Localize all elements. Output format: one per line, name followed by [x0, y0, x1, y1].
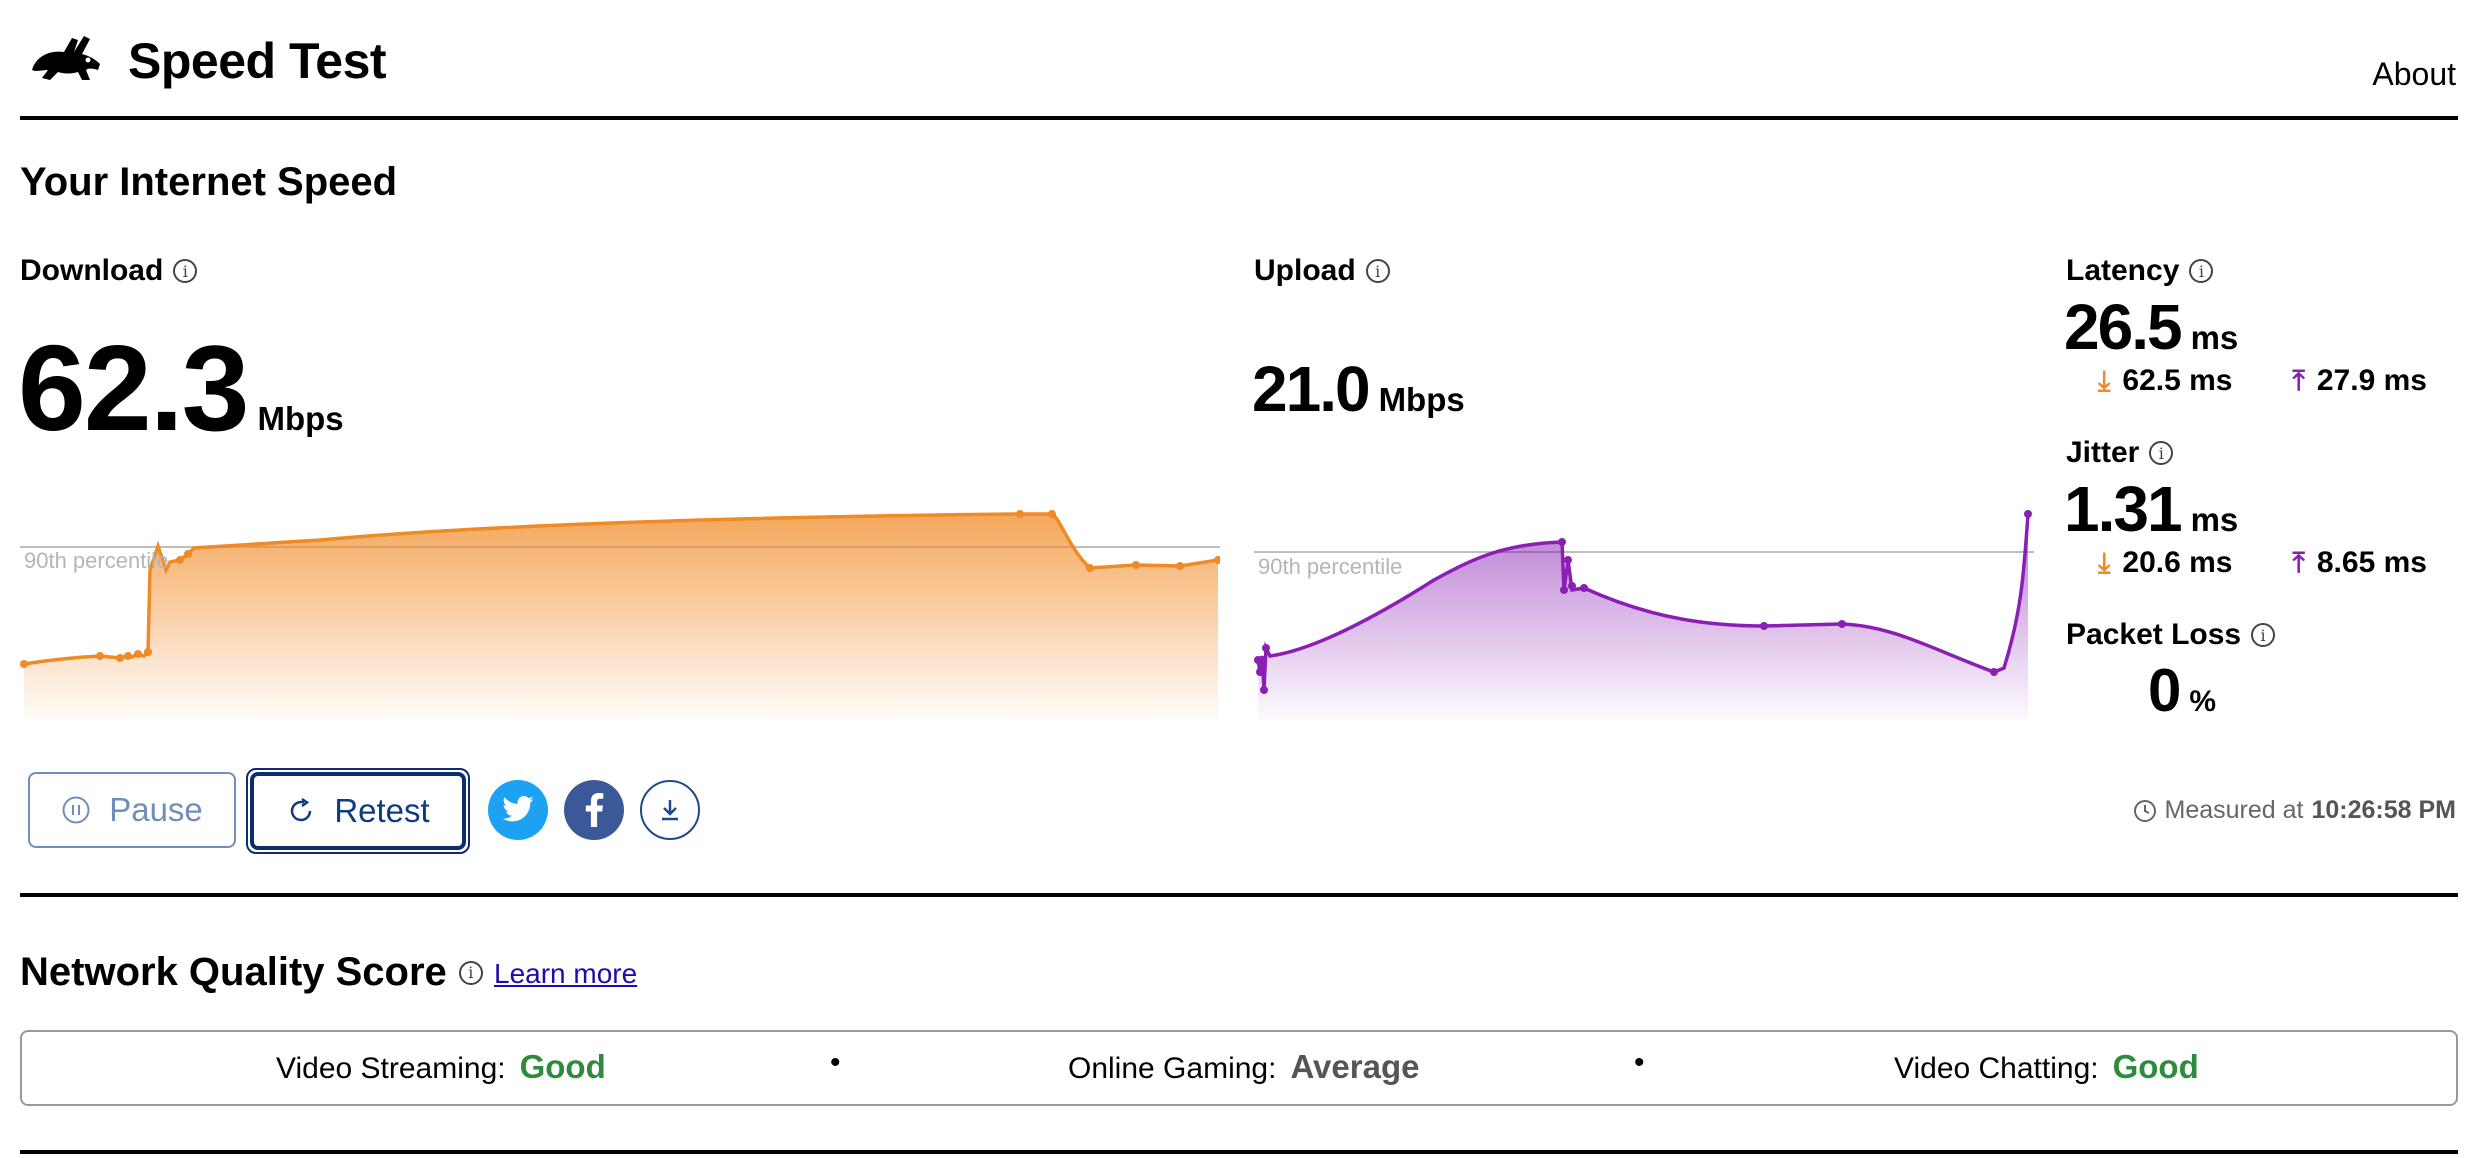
info-icon[interactable]: i — [2251, 623, 2276, 647]
info-icon[interactable]: i — [1365, 259, 1390, 283]
score-value: Good — [2112, 1048, 2199, 1085]
score-label: Online Gaming: — [1068, 1052, 1277, 1085]
video-streaming-score: Video Streaming: Good — [276, 1048, 606, 1086]
download-percentile-label: 90th percentile — [24, 548, 168, 573]
section-divider — [20, 893, 2458, 897]
separator-dot: • — [830, 1046, 841, 1079]
score-value: Average — [1290, 1048, 1420, 1085]
latency-value-group: 26.5 ms — [2064, 290, 2238, 364]
network-quality-title: Network Quality Score i — [20, 950, 483, 995]
refresh-icon — [291, 797, 312, 822]
jitter-down-value: 20.6 ms — [2122, 546, 2233, 579]
download-unit: Mbps — [257, 400, 344, 437]
twitter-icon — [502, 796, 534, 822]
download-label: Download i — [20, 254, 198, 288]
latency-up-value: 27.9 ms — [2316, 364, 2427, 397]
upload-unit: Mbps — [1378, 381, 1465, 418]
clock-icon — [2133, 799, 2156, 822]
about-link[interactable]: About — [2372, 56, 2456, 92]
info-icon[interactable]: i — [2189, 259, 2214, 283]
separator-dot: • — [1634, 1046, 1645, 1079]
measured-prefix: Measured at — [2164, 796, 2304, 824]
download-value-group: 62.3 Mbps — [18, 318, 344, 458]
score-value: Good — [519, 1048, 606, 1085]
score-label: Video Streaming: — [276, 1052, 506, 1085]
info-icon[interactable]: i — [2149, 441, 2174, 465]
footer-divider — [20, 1150, 2458, 1154]
measured-at: Measured at 10:26:58 PM — [2133, 796, 2456, 825]
upload-value-group: 21.0 Mbps — [1252, 352, 1465, 426]
upload-value: 21.0 — [1252, 353, 1371, 425]
section-title: Your Internet Speed — [20, 160, 398, 204]
retest-focus-ring — [246, 768, 470, 854]
upload-label: Upload i — [1254, 254, 1390, 288]
rabbit-logo-icon — [32, 36, 100, 80]
download-label-text: Download — [20, 254, 164, 287]
jitter-unit: ms — [2190, 501, 2239, 538]
facebook-share-button[interactable] — [564, 780, 624, 840]
learn-more-link[interactable]: Learn more — [494, 958, 638, 989]
latency-down-value: 62.5 ms — [2122, 364, 2233, 397]
jitter-value: 1.31 — [2064, 473, 2183, 545]
header-divider — [20, 116, 2458, 120]
packet-loss-value-group: 0 % — [2148, 656, 2216, 725]
info-icon[interactable]: i — [458, 960, 483, 985]
latency-breakdown: ⤓ 62.5 ms ⤒ 27.9 ms — [2098, 364, 2427, 398]
video-chatting-score: Video Chatting: Good — [1894, 1048, 2199, 1086]
pause-button[interactable]: Pause — [28, 772, 236, 848]
latency-label-text: Latency — [2066, 254, 2180, 287]
jitter-label-text: Jitter — [2066, 436, 2140, 469]
jitter-label: Jitter i — [2066, 436, 2174, 470]
retest-button[interactable]: Retest — [250, 772, 466, 850]
packet-loss-label: Packet Loss i — [2066, 618, 2276, 652]
latency-value: 26.5 — [2064, 291, 2183, 363]
pause-label: Pause — [109, 791, 203, 828]
packet-loss-label-text: Packet Loss — [2066, 618, 2242, 651]
upload-chart: 90th percentile — [1254, 510, 2034, 720]
packet-loss-unit: % — [2189, 685, 2217, 718]
info-icon[interactable]: i — [173, 259, 198, 283]
twitter-share-button[interactable] — [488, 780, 548, 840]
download-arrow-icon: ⤓ — [2098, 364, 2111, 396]
upload-arrow-icon: ⤒ — [2292, 546, 2305, 578]
latency-label: Latency i — [2066, 254, 2214, 288]
jitter-up-value: 8.65 ms — [2316, 546, 2427, 579]
download-arrow-icon: ⤓ — [2098, 546, 2111, 578]
packet-loss-value: 0 — [2148, 657, 2181, 724]
online-gaming-score: Online Gaming: Average — [1068, 1048, 1419, 1086]
network-quality-title-text: Network Quality Score — [20, 950, 447, 994]
jitter-breakdown: ⤓ 20.6 ms ⤒ 8.65 ms — [2098, 546, 2427, 580]
download-icon — [662, 800, 678, 821]
upload-percentile-label: 90th percentile — [1258, 554, 1402, 579]
jitter-value-group: 1.31 ms — [2064, 472, 2238, 546]
upload-arrow-icon: ⤒ — [2292, 364, 2305, 396]
pause-icon — [62, 796, 90, 824]
upload-label-text: Upload — [1254, 254, 1356, 287]
retest-label: Retest — [334, 792, 430, 829]
network-quality-box — [20, 1030, 2458, 1106]
app-title: Speed Test — [128, 33, 387, 89]
download-chart: 90th percentile — [20, 510, 1220, 720]
download-value: 62.3 — [18, 320, 249, 456]
download-results-button[interactable] — [640, 780, 700, 840]
latency-unit: ms — [2190, 319, 2239, 356]
measured-time: 10:26:58 PM — [2311, 796, 2456, 824]
facebook-icon — [585, 793, 604, 827]
score-label: Video Chatting: — [1894, 1052, 2099, 1085]
